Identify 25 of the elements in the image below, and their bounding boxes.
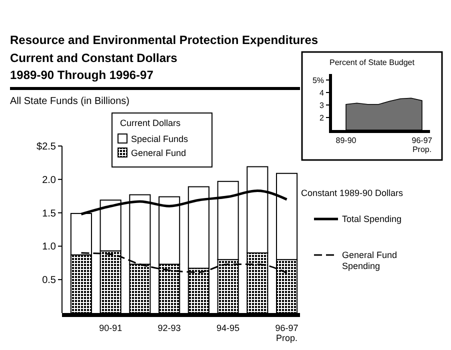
x-tick-label: 96-97 Prop. <box>275 323 298 343</box>
y-tick-label: 5% <box>312 76 324 85</box>
x-tick-label: 96-97 Prop. <box>412 136 433 154</box>
legend-label: General Fund Spending <box>342 250 398 271</box>
y-tick-label: 2.0 <box>42 174 56 186</box>
text: Constant 1989-90 Dollars <box>300 188 404 198</box>
y-tick-label: 2 <box>320 114 325 122</box>
legend-title: Current Dollars <box>120 118 182 128</box>
x-tick-label: 94-95 <box>216 323 240 333</box>
y-tick-label: 1.0 <box>42 242 56 253</box>
y-tick-label: 4 <box>320 88 325 98</box>
y-tick-label: 0.5 <box>42 275 56 286</box>
y-tick-label: 1.5 <box>42 208 56 220</box>
chart-title: Percent of State Budget <box>330 58 416 67</box>
x-tick-label: 92-93 <box>158 323 181 333</box>
text: All State Funds (in Billions) <box>10 96 130 107</box>
y-tick-label: $2.5 <box>36 142 56 152</box>
legend-label: Total Spending <box>342 214 402 224</box>
legend-label: Special Funds <box>131 134 189 144</box>
chart-subtitle: Current and Constant Dollars 1989-90 Through 1996-97 <box>10 51 178 82</box>
x-tick-label: 89-90 <box>336 136 357 145</box>
legend-label: General Fund <box>131 148 186 158</box>
y-tick-label: 3 <box>320 101 325 110</box>
chart-title: Resource and Environmental Protection Expenditures <box>10 33 318 47</box>
x-tick-label: 90-91 <box>99 323 122 333</box>
